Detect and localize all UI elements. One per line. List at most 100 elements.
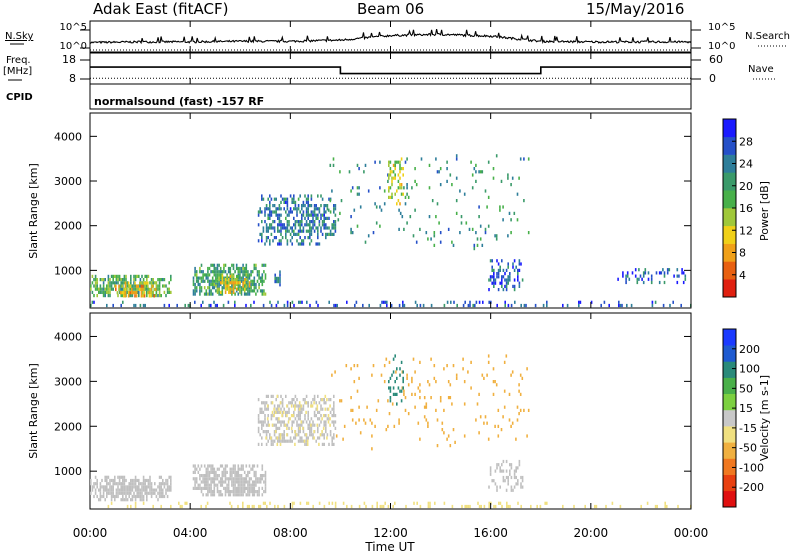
heat-cell (385, 357, 388, 361)
heat-cell (134, 278, 137, 282)
heat-cell (228, 281, 230, 285)
heat-cell (256, 279, 259, 283)
heat-cell (107, 281, 110, 285)
heat-cell (232, 266, 235, 271)
heat-cell (242, 493, 244, 497)
heat-cell (363, 170, 365, 174)
heat-cell (473, 167, 476, 171)
heat-cell (331, 442, 333, 446)
heat-cell (325, 226, 327, 230)
heat-cell (266, 504, 268, 509)
heat-cell (269, 300, 271, 304)
heat-cell (294, 430, 296, 434)
heat-cell (323, 423, 325, 427)
heat-cell (93, 278, 95, 282)
heat-cell (302, 407, 305, 411)
heat-cell (263, 279, 265, 283)
heat-cell (210, 270, 212, 274)
heat-cell (184, 303, 186, 308)
heat-cell (513, 288, 516, 292)
heat-cell (305, 394, 308, 398)
heat-cell (273, 433, 276, 437)
heat-cell (406, 186, 408, 190)
heat-cell (396, 189, 398, 193)
heat-cell (411, 380, 413, 384)
heat-cell (280, 239, 282, 243)
heat-cell (257, 426, 260, 430)
heat-cell (253, 474, 256, 478)
heat-cell (259, 210, 261, 214)
heat-cell (133, 278, 135, 282)
heat-cell (392, 386, 395, 390)
heat-cell (510, 488, 513, 492)
heat-cell (203, 273, 206, 277)
heat-cell (299, 242, 301, 246)
heat-cell (331, 407, 333, 411)
heat-cell (331, 414, 333, 418)
heat-cell (106, 287, 108, 291)
heat-cell (502, 469, 505, 473)
heat-cell (288, 439, 290, 443)
heat-cell (129, 284, 131, 288)
heat-cell (247, 480, 249, 484)
heat-cell (223, 263, 225, 267)
heat-cell (455, 154, 458, 158)
heat-cell (197, 486, 200, 490)
heat-cell (248, 292, 251, 296)
heat-cell (366, 405, 368, 409)
heat-cell (394, 192, 396, 196)
heat-cell (246, 504, 249, 509)
heat-cell (515, 466, 517, 470)
heat-cell (263, 263, 265, 267)
nsky-line-group (10, 28, 786, 51)
heat-cell (475, 300, 478, 304)
range-ytick: 4000 (54, 330, 82, 343)
heat-cell (325, 414, 327, 418)
heat-cell (242, 477, 244, 481)
heat-cell (414, 179, 416, 183)
heat-cell (394, 392, 396, 396)
heat-cell (197, 464, 200, 468)
heat-cell (307, 210, 309, 214)
heat-cell (99, 485, 102, 489)
heat-cell (286, 300, 289, 304)
heat-cell (170, 488, 172, 492)
heat-cell (261, 426, 263, 430)
heat-cell (267, 420, 269, 424)
heat-cell (379, 205, 381, 209)
heat-cell (215, 477, 217, 481)
heat-cell (304, 204, 306, 208)
heat-cell (235, 490, 238, 494)
heat-cell (197, 483, 200, 487)
heat-cell (479, 415, 482, 419)
heat-cell (248, 493, 251, 497)
heat-cell (231, 474, 233, 478)
heat-cell (307, 417, 309, 421)
heat-cell (664, 504, 666, 509)
heat-cell (389, 195, 392, 199)
heat-cell (517, 466, 519, 470)
heat-cell (270, 436, 272, 440)
heat-cell (269, 204, 271, 208)
heat-cell (302, 398, 305, 402)
heat-cell (315, 401, 317, 405)
heat-cell (286, 200, 289, 204)
heat-cell (309, 426, 311, 430)
heat-cell (112, 478, 114, 483)
heat-cell (228, 287, 230, 291)
heat-cell (219, 480, 222, 484)
heat-cell (299, 414, 301, 418)
heat-cell (664, 501, 666, 505)
heat-cell (317, 232, 319, 236)
heat-cell (318, 207, 321, 211)
heat-cell (309, 420, 311, 424)
heat-cell (265, 236, 268, 240)
heat-cell (682, 271, 685, 275)
heat-cell (318, 223, 321, 227)
heat-cell (387, 173, 389, 177)
heat-cell (518, 281, 521, 285)
heat-cell (131, 291, 133, 295)
heat-cell (273, 439, 276, 443)
heat-cell (286, 223, 289, 227)
heat-cell (200, 504, 202, 509)
